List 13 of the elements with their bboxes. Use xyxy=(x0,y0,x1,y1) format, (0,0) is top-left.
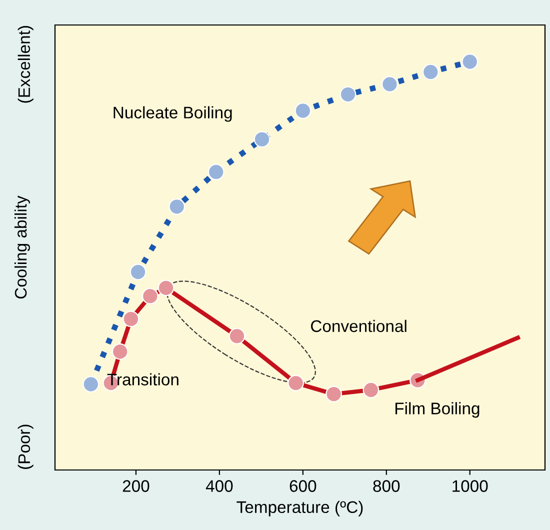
annotation: Nucleate Boiling xyxy=(114,106,232,122)
x-axis-title: Temperature (ºC) xyxy=(236,500,363,516)
x-tick-label: 400 xyxy=(206,480,233,492)
x-tick-label: 600 xyxy=(290,480,316,492)
x-tick-label: 200 xyxy=(122,480,150,492)
annotation: Transition xyxy=(107,373,178,386)
annotation: Film Boiling xyxy=(396,402,480,418)
annotation: Conventional xyxy=(311,320,406,332)
x-tick-label: 1000 xyxy=(452,480,488,492)
x-tick-label: 800 xyxy=(373,480,400,492)
text: (Excellent) xyxy=(18,26,34,103)
text: (Poor) xyxy=(18,424,34,469)
y-axis-title: Cooling ability xyxy=(14,196,30,299)
